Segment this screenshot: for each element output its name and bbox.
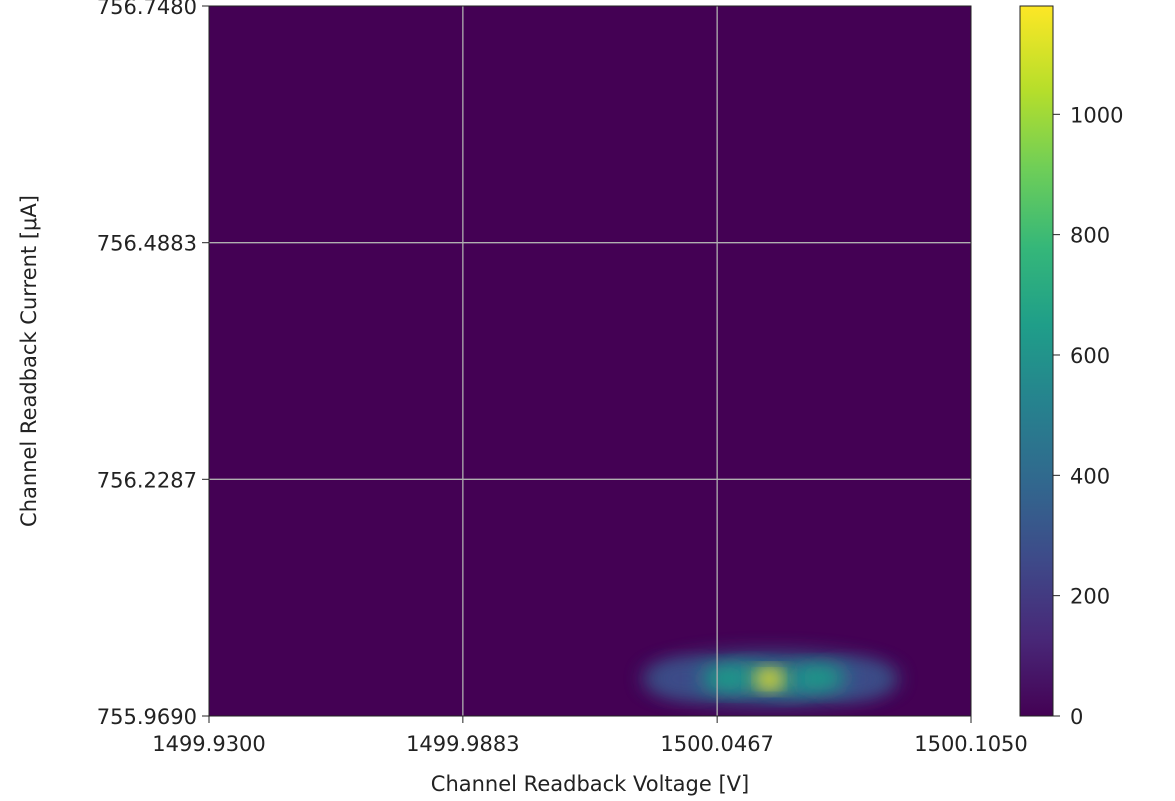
y-tick-label: 756.2287 [97, 468, 197, 492]
colorbar-frame [1019, 5, 1054, 717]
plot-background [209, 6, 971, 716]
x-tick-label: 1500.1050 [914, 732, 1028, 756]
y-tick-label: 756.7480 [97, 0, 197, 19]
colorbar-tick-label: 800 [1070, 224, 1110, 248]
plot-area [208, 5, 972, 717]
colorbar-tick-label: 200 [1070, 585, 1110, 609]
x-tick-label: 1500.0467 [660, 732, 774, 756]
y-tick-label: 756.4883 [97, 232, 197, 256]
heat-spot [652, 663, 720, 694]
grid-lines [209, 6, 971, 716]
colorbar-tick-label: 600 [1070, 344, 1110, 368]
y-axis: 755.9690 756.2287 756.4883 756.7480 [97, 0, 209, 729]
colorbar: 0 200 400 600 800 1000 [1019, 5, 1123, 729]
colorbar-ticks: 0 200 400 600 800 1000 [1053, 103, 1123, 729]
x-axis: 1499.9300 1499.9883 1500.0467 1500.1050 [152, 716, 1028, 756]
colorbar-tick-label: 1000 [1070, 103, 1123, 127]
colorbar-gradient [1020, 6, 1053, 716]
heat-peak [760, 673, 779, 686]
y-axis-title: Channel Readback Current [μA] [17, 195, 41, 527]
plot-frame [208, 5, 972, 717]
heat-spot [700, 666, 750, 691]
y-tick-label: 755.9690 [97, 705, 197, 729]
x-tick-label: 1499.9300 [152, 732, 266, 756]
colorbar-tick-label: 400 [1070, 464, 1110, 488]
heat-blobs [642, 652, 899, 705]
heat-spot [795, 665, 847, 691]
colorbar-tick-label: 0 [1070, 705, 1083, 729]
x-axis-title: Channel Readback Voltage [V] [431, 772, 749, 796]
x-tick-label: 1499.9883 [406, 732, 520, 756]
